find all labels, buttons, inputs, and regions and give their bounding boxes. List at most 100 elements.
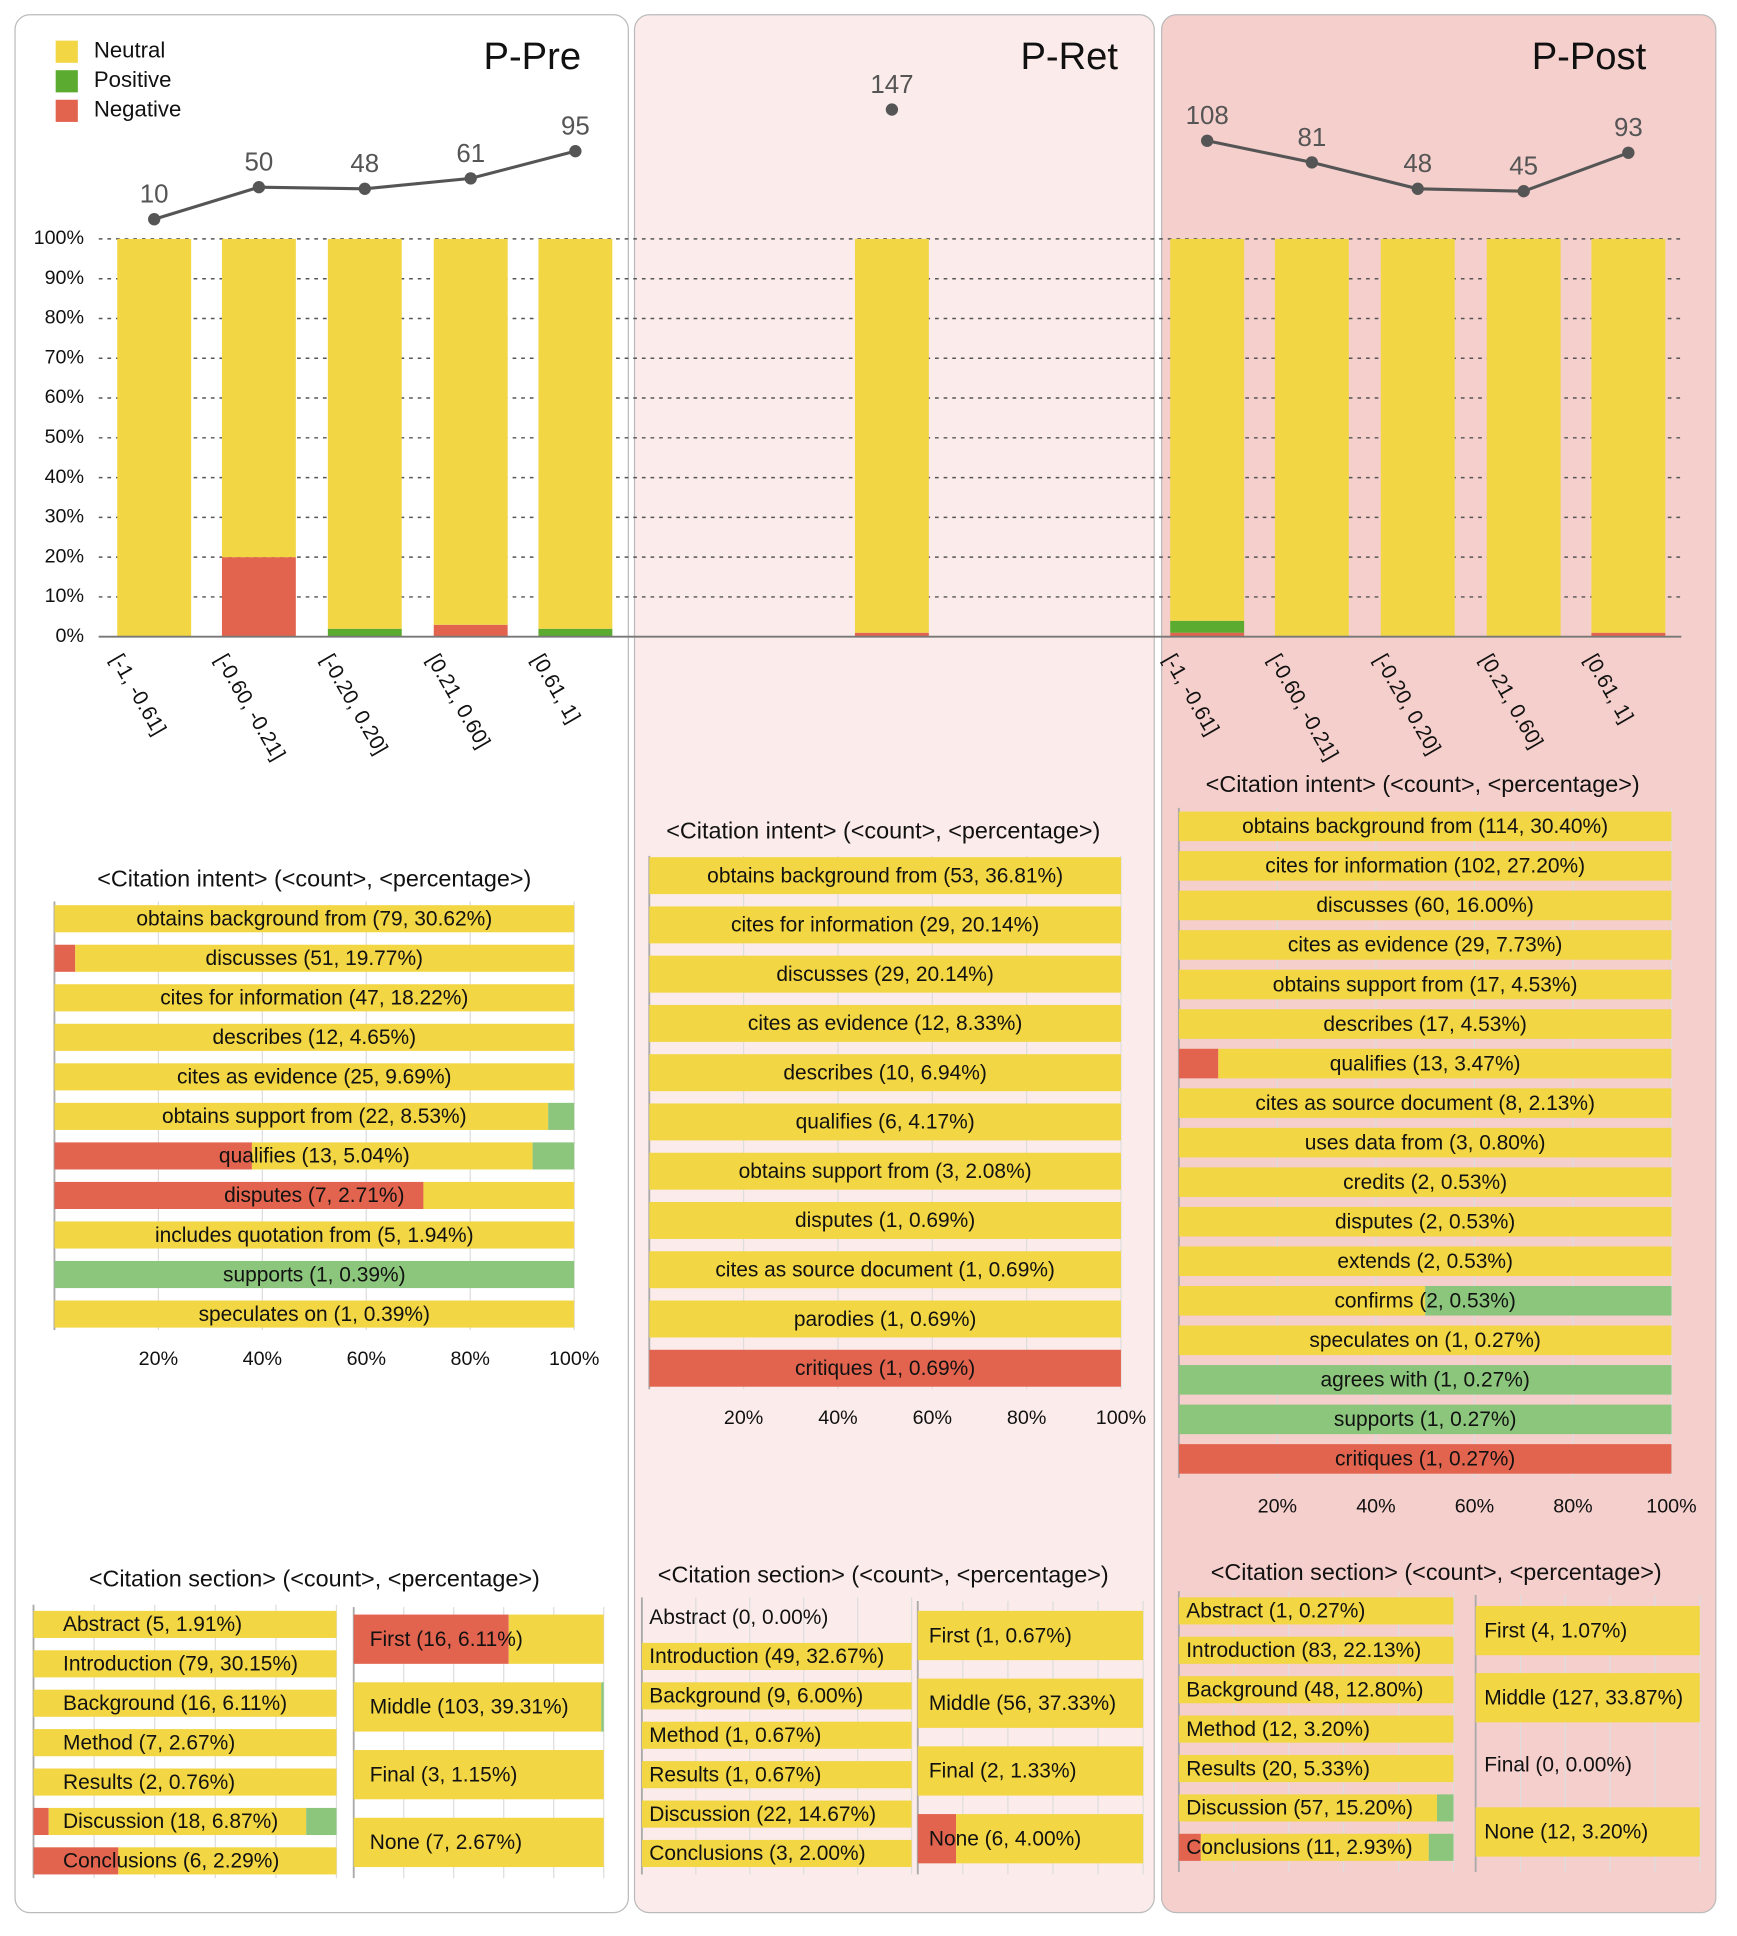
bar-segment bbox=[1178, 1833, 1201, 1861]
count-point bbox=[1201, 134, 1214, 147]
bar-label: Method (12, 3.20%) bbox=[1186, 1718, 1370, 1741]
bar-label: Background (9, 6.00%) bbox=[649, 1685, 863, 1708]
bar-label: Discussion (18, 6.87%) bbox=[63, 1810, 278, 1833]
y-tick-label: 50% bbox=[45, 426, 84, 448]
bar-label: obtains support from (17, 4.53%) bbox=[1273, 973, 1578, 996]
bar-segment bbox=[641, 1721, 912, 1749]
bar-label: Middle (56, 37.33%) bbox=[929, 1692, 1116, 1715]
bar-segment bbox=[54, 1063, 575, 1091]
count-label: 147 bbox=[870, 71, 913, 99]
bar-segment bbox=[1178, 1404, 1672, 1435]
bar-segment bbox=[1178, 1167, 1672, 1197]
bar-label: cites as source document (1, 0.69%) bbox=[715, 1258, 1055, 1281]
bar-label: Background (48, 12.80%) bbox=[1186, 1678, 1423, 1701]
bar-segment bbox=[48, 1807, 307, 1836]
bar-label: obtains background from (114, 30.40%) bbox=[1242, 815, 1608, 838]
bar-segment bbox=[221, 238, 296, 558]
bar-label: Abstract (0, 0.00%) bbox=[649, 1606, 828, 1629]
bar-segment bbox=[508, 1614, 604, 1664]
count-label: 48 bbox=[1403, 150, 1432, 178]
count-point bbox=[252, 181, 266, 194]
count-point bbox=[885, 103, 899, 116]
bar-label: credits (2, 0.53%) bbox=[1343, 1171, 1507, 1194]
bar-label: Results (20, 5.33%) bbox=[1186, 1757, 1370, 1780]
bar-segment bbox=[1380, 238, 1455, 637]
x-tick-label: 80% bbox=[451, 1348, 490, 1370]
bar-label: describes (12, 4.65%) bbox=[213, 1026, 417, 1049]
bar-label: qualifies (13, 3.47%) bbox=[1330, 1052, 1521, 1075]
y-tick-label: 80% bbox=[45, 307, 84, 329]
bar-segment bbox=[353, 1682, 602, 1732]
bar-segment bbox=[1178, 1636, 1454, 1664]
bar-label: extends (2, 0.53%) bbox=[1337, 1250, 1513, 1273]
y-tick-label: 20% bbox=[45, 545, 84, 567]
bar-label: disputes (7, 2.71%) bbox=[224, 1184, 404, 1207]
bar-segment bbox=[641, 1682, 912, 1710]
bar-segment bbox=[33, 1729, 337, 1757]
bar-segment bbox=[854, 238, 929, 633]
bar-segment bbox=[1475, 1605, 1700, 1656]
bar-segment bbox=[1178, 1597, 1454, 1625]
bar-segment bbox=[548, 1102, 575, 1130]
legend-label: Positive bbox=[94, 67, 172, 92]
bar-segment bbox=[917, 1610, 1144, 1661]
y-tick-label: 0% bbox=[56, 625, 84, 647]
count-label: 61 bbox=[456, 140, 485, 168]
bar-segment bbox=[1200, 1833, 1429, 1861]
bar-segment bbox=[306, 1807, 337, 1836]
count-label: 81 bbox=[1297, 124, 1326, 152]
bar-segment bbox=[1591, 238, 1666, 633]
bar-segment bbox=[54, 984, 575, 1012]
bar-segment bbox=[1437, 1794, 1454, 1822]
x-tick-label: 100% bbox=[1096, 1407, 1146, 1429]
bar-segment bbox=[1170, 620, 1245, 633]
bar-label: Discussion (57, 15.20%) bbox=[1186, 1797, 1413, 1820]
bar-segment bbox=[1428, 1833, 1454, 1861]
chart-title: <Citation section> (<count>, <percentage… bbox=[89, 1565, 540, 1591]
bar-label: cites as evidence (12, 8.33%) bbox=[748, 1012, 1022, 1035]
bar-label: confirms (2, 0.53%) bbox=[1334, 1290, 1515, 1313]
bar-segment bbox=[33, 1610, 337, 1638]
bar-label: Method (7, 2.67%) bbox=[63, 1731, 235, 1754]
bar-segment bbox=[1178, 1754, 1454, 1783]
bar-segment bbox=[649, 906, 1121, 944]
x-tick-label: 20% bbox=[724, 1407, 763, 1429]
bar-label: Middle (103, 39.31%) bbox=[370, 1696, 569, 1719]
bar-segment bbox=[538, 628, 613, 637]
bar-segment bbox=[33, 1689, 337, 1717]
bar-segment bbox=[532, 1142, 575, 1170]
count-point bbox=[358, 182, 371, 195]
y-tick-label: 60% bbox=[45, 386, 84, 408]
bar-segment bbox=[601, 1682, 604, 1732]
bar-segment bbox=[1274, 238, 1349, 637]
bar-label: Introduction (79, 30.15%) bbox=[63, 1653, 298, 1676]
bar-segment bbox=[1178, 1676, 1454, 1704]
bar-segment bbox=[641, 1761, 912, 1789]
x-tick-label: 60% bbox=[913, 1407, 952, 1429]
bar-label: Final (3, 1.15%) bbox=[370, 1763, 518, 1786]
bar-segment bbox=[433, 624, 508, 637]
panel-title: P-Pre bbox=[484, 35, 582, 78]
bar-label: speculates on (1, 0.39%) bbox=[199, 1303, 430, 1326]
count-label: 93 bbox=[1614, 114, 1643, 142]
bar-segment bbox=[54, 1181, 424, 1210]
bar-segment bbox=[1218, 1048, 1672, 1079]
count-label: 10 bbox=[140, 181, 169, 209]
chart-title: <Citation intent> (<count>, <percentage>… bbox=[666, 818, 1100, 844]
bar-segment bbox=[1178, 1206, 1672, 1237]
count-label: 95 bbox=[561, 113, 590, 141]
bar-label: cites as evidence (29, 7.73%) bbox=[1288, 934, 1562, 957]
bar-segment bbox=[1178, 1325, 1672, 1356]
bar-segment bbox=[1425, 1285, 1672, 1316]
count-label: 45 bbox=[1509, 153, 1538, 181]
y-tick-label: 40% bbox=[45, 466, 84, 488]
bar-segment bbox=[1178, 1794, 1438, 1822]
bar-label: Discussion (22, 14.67%) bbox=[649, 1803, 876, 1826]
bar-label: includes quotation from (5, 1.94%) bbox=[155, 1224, 474, 1247]
bar-label: Method (1, 0.67%) bbox=[649, 1724, 821, 1747]
x-tick-label: 100% bbox=[1646, 1496, 1696, 1518]
bar-label: describes (17, 4.53%) bbox=[1323, 1013, 1527, 1036]
bar-label: None (7, 2.67%) bbox=[370, 1831, 522, 1854]
y-tick-label: 90% bbox=[45, 267, 84, 289]
